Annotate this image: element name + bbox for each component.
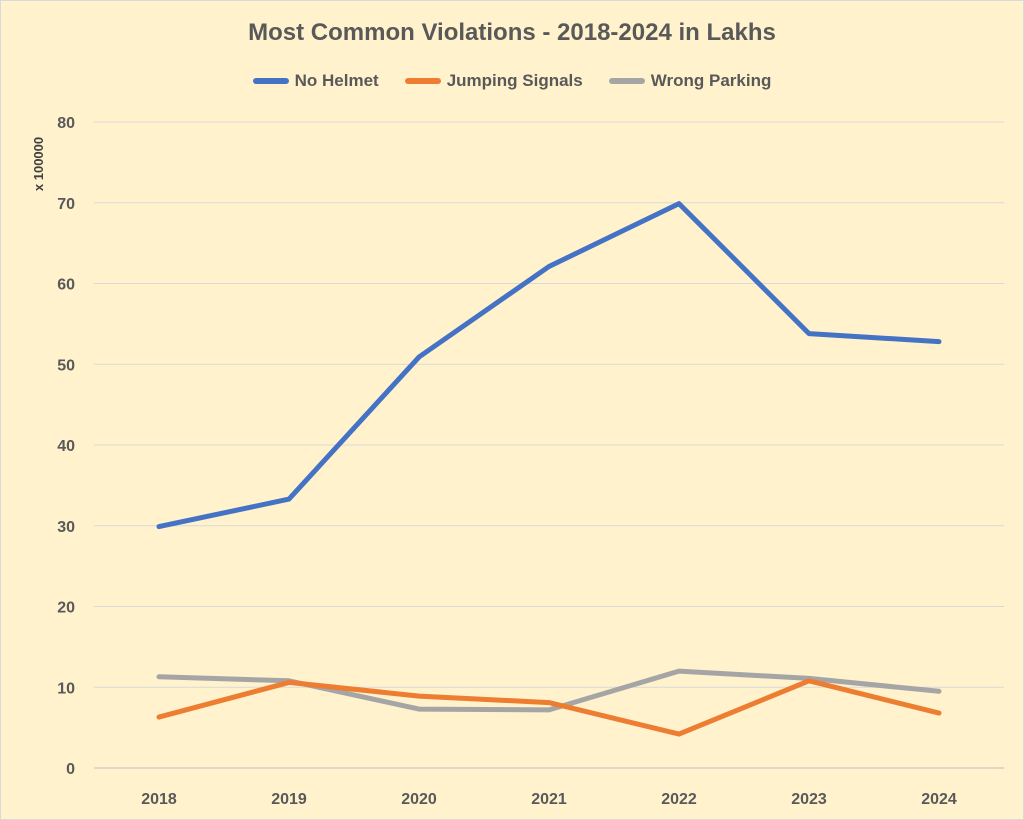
y-tick-label: 80 [57,115,75,132]
legend-swatch-no-helmet [252,78,289,84]
legend-label-wrong-parking: Wrong Parking [650,71,772,90]
y-tick-label: 40 [57,438,75,455]
legend-item-jumping-signals: Jumping Signals [404,71,583,91]
legend-item-wrong-parking: Wrong Parking [608,71,772,91]
y-tick-label: 70 [57,196,75,213]
x-tick-label: 2023 [791,791,827,808]
legend-swatch-jumping-signals [404,78,441,84]
chart-title: Most Common Violations - 2018-2024 in La… [248,19,776,46]
legend-label-no-helmet: No Helmet [294,71,379,90]
x-tick-label: 2018 [141,791,177,808]
x-tick-label: 2022 [661,791,697,808]
x-tick-label: 2020 [401,791,437,808]
y-tick-label: 10 [57,680,75,697]
y-tick-label: 20 [57,600,75,617]
y-tick-label: 50 [57,357,75,374]
series-line-jumping-signals [156,678,942,737]
legend-item-no-helmet: No Helmet [252,71,379,91]
y-tick-label: 60 [57,277,75,294]
legend: No Helmet Jumping Signals Wrong Parking [1,71,1023,91]
legend-swatch-wrong-parking [608,78,645,84]
y-axis-unit-label: x 100000 [31,137,46,191]
legend-label-jumping-signals: Jumping Signals [446,71,583,90]
x-tick-label: 2019 [271,791,307,808]
y-tick-label: 0 [66,761,75,778]
series-line-no-helmet [156,201,942,530]
x-tick-label: 2024 [921,791,957,808]
y-tick-label: 30 [57,519,75,536]
x-tick-label: 2021 [531,791,567,808]
